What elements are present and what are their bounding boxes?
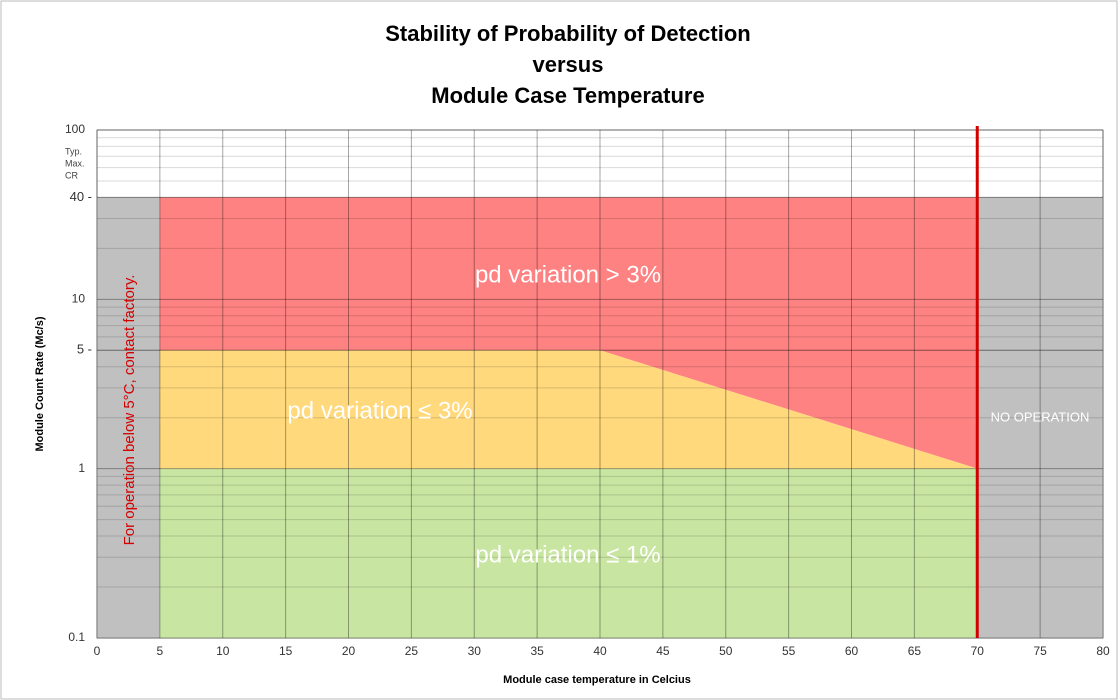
- annotation: CR: [65, 170, 78, 180]
- y-tick-label: 10: [72, 292, 86, 306]
- x-tick-label: 80: [1096, 644, 1110, 658]
- x-tick-label: 15: [279, 644, 293, 658]
- chart-title: Module Case Temperature: [431, 83, 704, 108]
- x-tick-label: 0: [94, 644, 101, 658]
- x-tick-label: 20: [342, 644, 356, 658]
- region-label: NO OPERATION: [991, 409, 1090, 424]
- x-tick-label: 5: [157, 644, 164, 658]
- x-tick-label: 50: [719, 644, 733, 658]
- x-tick-label: 25: [405, 644, 419, 658]
- x-tick-label: 10: [216, 644, 230, 658]
- y-tick-label: 5 -: [77, 342, 92, 357]
- x-tick-label: 30: [468, 644, 482, 658]
- region: [977, 197, 1103, 638]
- x-axis-label: Module case temperature in Celcius: [503, 674, 691, 686]
- annotation: Typ.: [65, 146, 82, 156]
- region-label: pd variation ≤ 1%: [475, 541, 660, 568]
- x-tick-label: 45: [656, 644, 670, 658]
- region: [159, 197, 978, 469]
- x-tick-label: 70: [971, 644, 985, 658]
- region-label: pd variation > 3%: [475, 261, 661, 288]
- region-label: pd variation ≤ 3%: [287, 397, 472, 424]
- chart-title: Stability of Probability of Detection: [385, 21, 750, 46]
- region-label: For operation below 5°C, contact factory…: [121, 275, 138, 546]
- chart-title: versus: [533, 52, 604, 77]
- y-axis-label: Module Count Rate (Mc/s): [34, 316, 46, 451]
- y-tick-label: 40 -: [70, 189, 92, 204]
- annotation: Max.: [65, 158, 85, 168]
- x-tick-label: 75: [1033, 644, 1047, 658]
- region: [159, 350, 978, 469]
- y-tick-label: 100: [65, 122, 85, 136]
- region: [97, 197, 160, 638]
- x-tick-label: 65: [908, 644, 922, 658]
- y-tick-label: 1: [78, 461, 85, 475]
- x-tick-label: 60: [845, 644, 859, 658]
- x-tick-label: 55: [782, 644, 796, 658]
- x-tick-label: 35: [530, 644, 544, 658]
- region: [159, 468, 978, 638]
- x-tick-label: 40: [593, 644, 607, 658]
- y-tick-label: 0.1: [68, 630, 85, 644]
